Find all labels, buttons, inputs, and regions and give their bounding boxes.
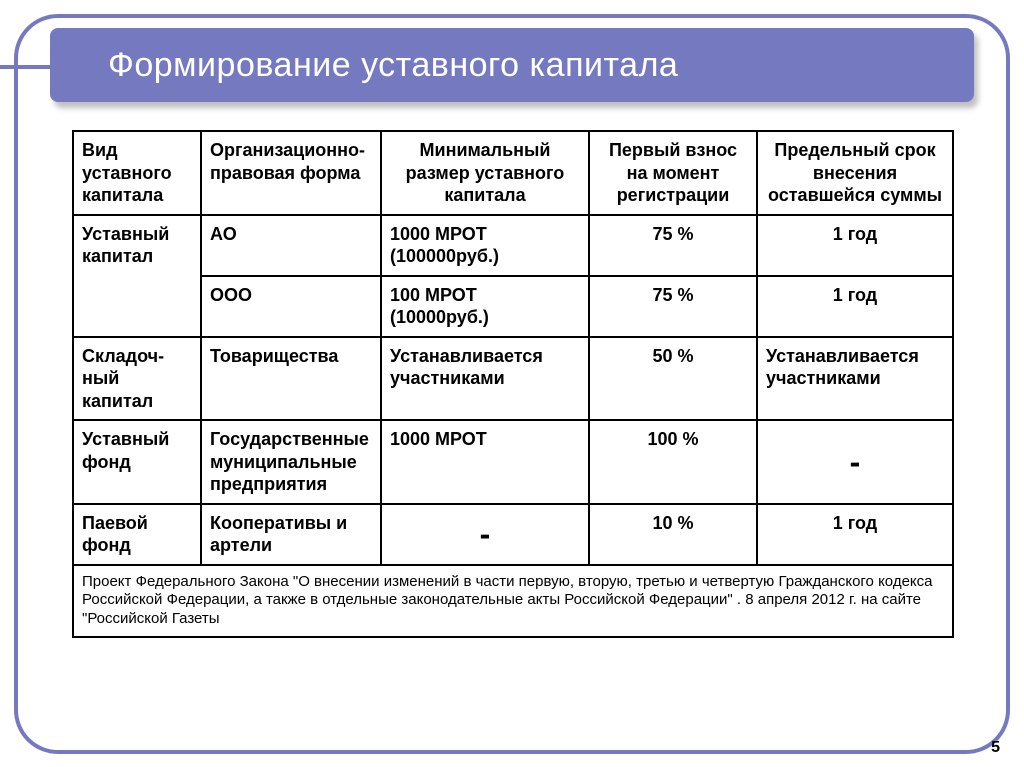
cell-deadline: 1 год [757,504,953,565]
cell-first-payment: 75 % [589,276,757,337]
footnote-cell: Проект Федерального Закона "О внесении и… [73,565,953,637]
cell-deadline: 1 год [757,276,953,337]
capital-table: Вид уставного капитала Организационно-пр… [72,130,954,638]
cell-min-size-dash: - [381,504,589,565]
cell-deadline: 1 год [757,215,953,276]
capital-table-wrap: Вид уставного капитала Организационно-пр… [72,130,952,638]
cell-min-size: 1000 МРОТ [381,420,589,504]
cell-legal-form: Государственные муниципальные предприяти… [201,420,381,504]
header-min-size: Минимальный размер уставного капитала [381,131,589,215]
table-footnote-row: Проект Федерального Закона "О внесении и… [73,565,953,637]
header-legal-form: Организационно-правовая форма [201,131,381,215]
header-capital-type: Вид уставного капитала [73,131,201,215]
header-first-payment: Первый взнос на момент регистрации [589,131,757,215]
cell-capital-type: Складоч-ный капитал [73,337,201,421]
page-number: 5 [991,739,1000,757]
slide-title: Формирование уставного капитала [108,46,678,85]
cell-first-payment: 75 % [589,215,757,276]
cell-legal-form: Кооперативы и артели [201,504,381,565]
cell-min-size: 100 МРОТ (10000руб.) [381,276,589,337]
cell-deadline-dash: - [757,420,953,504]
table-row: Уставный фонд Государственные муниципаль… [73,420,953,504]
cell-legal-form: ООО [201,276,381,337]
table-row: Паевой фонд Кооперативы и артели - 10 % … [73,504,953,565]
cell-first-payment: 100 % [589,420,757,504]
table-header-row: Вид уставного капитала Организационно-пр… [73,131,953,215]
table-row: Складоч-ный капитал Товарищества Устанав… [73,337,953,421]
cell-first-payment: 10 % [589,504,757,565]
cell-legal-form: Товарищества [201,337,381,421]
cell-first-payment: 50 % [589,337,757,421]
cell-min-size: Устанавливается участниками [381,337,589,421]
cell-legal-form: АО [201,215,381,276]
title-bar: Формирование уставного капитала [50,28,974,102]
cell-capital-type: Уставный капитал [73,215,201,337]
cell-capital-type: Уставный фонд [73,420,201,504]
table-row: ООО 100 МРОТ (10000руб.) 75 % 1 год [73,276,953,337]
cell-capital-type: Паевой фонд [73,504,201,565]
cell-deadline: Устанавливается участниками [757,337,953,421]
header-deadline: Предельный срок внесения оставшейся сумм… [757,131,953,215]
table-row: Уставный капитал АО 1000 МРОТ (100000руб… [73,215,953,276]
cell-min-size: 1000 МРОТ (100000руб.) [381,215,589,276]
